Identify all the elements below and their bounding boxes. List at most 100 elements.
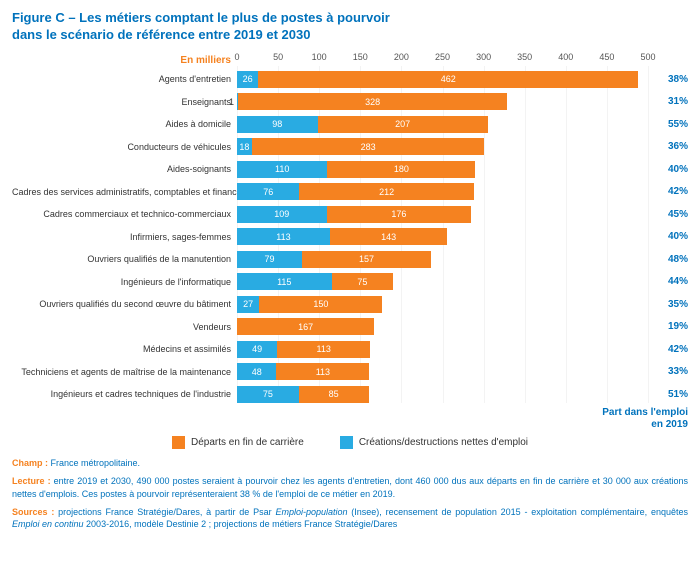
table-row: Enseignants132831%: [12, 90, 688, 113]
bar-segment-orange: 328: [238, 93, 508, 110]
x-tick: 150: [353, 52, 368, 62]
sources-note: Sources : projections France Stratégie/D…: [12, 506, 688, 530]
bar-track: 109176: [237, 206, 648, 223]
figure-title: Figure C – Les métiers comptant le plus …: [12, 10, 688, 44]
bar-segment-orange: 150: [259, 296, 382, 313]
bar-track: 27150: [237, 296, 648, 313]
pct-value: 55%: [648, 119, 688, 130]
bar-segment-orange: 207: [318, 116, 488, 133]
pct-value: 42%: [648, 344, 688, 355]
bar-segment-orange: 180: [327, 161, 475, 178]
table-row: Cadres des services administratifs, comp…: [12, 180, 688, 203]
title-line-2: dans le scénario de référence entre 2019…: [12, 27, 310, 42]
bar-track: 11575: [237, 273, 648, 290]
x-tick: 100: [312, 52, 327, 62]
pct-value: 40%: [648, 164, 688, 175]
swatch-blue: [340, 436, 353, 449]
row-label: Aides à domicile: [12, 119, 237, 129]
bar-track: 110180: [237, 161, 648, 178]
x-tick: 300: [476, 52, 491, 62]
row-label: Ingénieurs de l'informatique: [12, 277, 237, 287]
row-label: Ingénieurs et cadres techniques de l'ind…: [12, 389, 237, 399]
pct-value: 48%: [648, 254, 688, 265]
bar-segment-orange: 143: [330, 228, 448, 245]
bar-track: 26462: [237, 71, 648, 88]
bar-track: 167: [237, 318, 648, 335]
legend: Départs en fin de carrière Créations/des…: [12, 436, 688, 449]
pct-value: 51%: [648, 389, 688, 400]
table-row: Ingénieurs et cadres techniques de l'ind…: [12, 383, 688, 406]
bar-segment-blue: 109: [237, 206, 327, 223]
x-tick: 0: [234, 52, 239, 62]
bar-track: 18283: [237, 138, 648, 155]
bar-track: 79157: [237, 251, 648, 268]
row-label: Ouvriers qualifiés du second œuvre du bâ…: [12, 299, 237, 309]
pct-value: 19%: [648, 321, 688, 332]
pct-value: 45%: [648, 209, 688, 220]
bar-track: 98207: [237, 116, 648, 133]
pct-value: 40%: [648, 231, 688, 242]
table-row: Médecins et assimilés4911342%: [12, 338, 688, 361]
table-row: Vendeurs16719%: [12, 315, 688, 338]
bar-segment-orange: 113: [276, 363, 369, 380]
table-row: Cadres commerciaux et technico-commercia…: [12, 203, 688, 226]
pct-value: 31%: [648, 96, 688, 107]
x-tick: 250: [435, 52, 450, 62]
legend-departs: Départs en fin de carrière: [172, 436, 304, 449]
x-tick: 450: [599, 52, 614, 62]
bar-segment-orange: 212: [299, 183, 473, 200]
bar-segment-blue: 115: [237, 273, 332, 290]
bar-segment-blue: 48: [237, 363, 276, 380]
bar-segment-orange: 85: [299, 386, 369, 403]
bar-track: 113143: [237, 228, 648, 245]
row-label: Vendeurs: [12, 322, 237, 332]
chart-rows: Agents d'entretien2646238%Enseignants132…: [12, 68, 688, 406]
x-tick: 200: [394, 52, 409, 62]
axis-header: En milliers 0501001502002503003504004505…: [12, 52, 688, 66]
x-tick: 50: [273, 52, 283, 62]
table-row: Infirmiers, sages-femmes11314340%: [12, 225, 688, 248]
bar-segment-orange: 75: [332, 273, 394, 290]
row-label: Ouvriers qualifiés de la manutention: [12, 254, 237, 264]
row-label: Agents d'entretien: [12, 74, 237, 84]
table-row: Ingénieurs de l'informatique1157544%: [12, 270, 688, 293]
chart-area: En milliers 0501001502002503003504004505…: [12, 52, 688, 406]
bar-segment-blue: 76: [237, 183, 299, 200]
x-tick: 500: [640, 52, 655, 62]
pct-value: 33%: [648, 366, 688, 377]
bar-segment-blue: 113: [237, 228, 330, 245]
row-label: Infirmiers, sages-femmes: [12, 232, 237, 242]
bar-segment-orange: 283: [252, 138, 485, 155]
x-tick: 350: [517, 52, 532, 62]
bar-track: 7585: [237, 386, 648, 403]
x-axis: 050100150200250300350400450500: [237, 52, 648, 66]
pct-value: 44%: [648, 276, 688, 287]
pct-value: 36%: [648, 141, 688, 152]
legend-creations: Créations/destructions nettes d'emploi: [340, 436, 528, 449]
pct-value: 42%: [648, 186, 688, 197]
bar-segment-blue: 27: [237, 296, 259, 313]
pct-value: 35%: [648, 299, 688, 310]
bar-track: 49113: [237, 341, 648, 358]
part-emploi-label: Part dans l'emploi en 2019: [12, 407, 688, 430]
bar-segment-orange: 157: [302, 251, 431, 268]
row-label: Cadres des services administratifs, comp…: [12, 187, 237, 197]
champ-note: Champ : France métropolitaine.: [12, 457, 688, 469]
swatch-orange: [172, 436, 185, 449]
table-row: Techniciens et agents de maîtrise de la …: [12, 360, 688, 383]
table-row: Aides à domicile9820755%: [12, 113, 688, 136]
table-row: Ouvriers qualifiés du second œuvre du bâ…: [12, 293, 688, 316]
row-label: Médecins et assimilés: [12, 344, 237, 354]
table-row: Ouvriers qualifiés de la manutention7915…: [12, 248, 688, 271]
table-row: Agents d'entretien2646238%: [12, 68, 688, 91]
bar-segment-blue: 18: [237, 138, 252, 155]
row-label: Techniciens et agents de maîtrise de la …: [12, 367, 237, 377]
bar-track: 1328: [237, 93, 648, 110]
row-label: Aides-soignants: [12, 164, 237, 174]
bar-track: 76212: [237, 183, 648, 200]
bar-segment-blue: 75: [237, 386, 299, 403]
bar-track: 48113: [237, 363, 648, 380]
x-tick: 400: [558, 52, 573, 62]
row-label: Cadres commerciaux et technico-commercia…: [12, 209, 237, 219]
bar-segment-blue: 26: [237, 71, 258, 88]
